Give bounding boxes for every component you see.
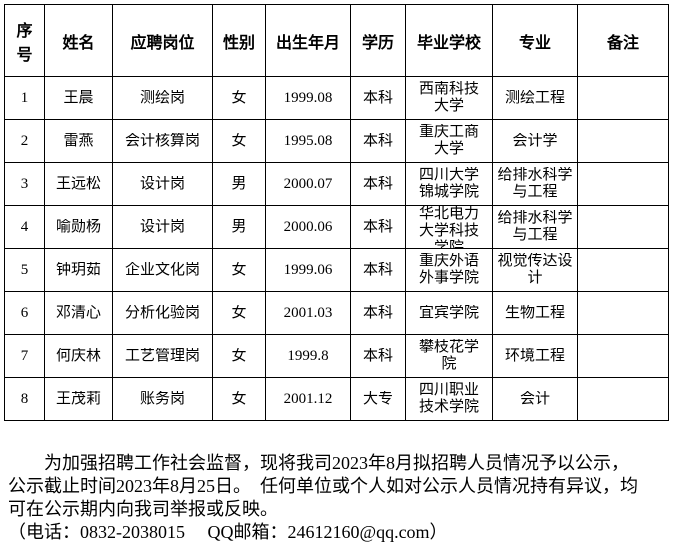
table-cell: 华北电力大学科技学院 — [405, 205, 493, 249]
table-cell: 钟玥茹 — [44, 248, 113, 292]
table-cell: 给排水科学与工程 — [492, 205, 578, 249]
table-cell: 何庆林 — [44, 334, 113, 378]
table-cell: 2 — [4, 119, 45, 163]
table-cell — [577, 377, 669, 421]
table-cell: 四川职业技术学院 — [405, 377, 493, 421]
table-cell — [577, 248, 669, 292]
table-cell: 1 — [4, 76, 45, 120]
table-cell: 测绘工程 — [492, 76, 578, 120]
column-header-school: 毕业学校 — [405, 4, 493, 77]
table-cell: 邓清心 — [44, 291, 113, 335]
table-cell: 本科 — [350, 334, 406, 378]
table-cell: 2000.07 — [265, 162, 351, 206]
notice-line: 可在公示期内向我司举报或反映。 — [8, 499, 278, 519]
table-cell: 重庆工商大学 — [405, 119, 493, 163]
table-cell: 女 — [212, 334, 266, 378]
table-row: 1 王晨 测绘岗 女 1999.08 本科 西南科技大学 测绘工程 — [4, 76, 669, 120]
table-cell: 女 — [212, 76, 266, 120]
table-cell: 分析化验岗 — [112, 291, 213, 335]
table-row: 8 王茂莉 账务岗 女 2001.12 大专 四川职业技术学院 会计 — [4, 377, 669, 421]
table-row: 6 邓清心 分析化验岗 女 2001.03 本科 宜宾学院 生物工程 — [4, 291, 669, 335]
table-cell: 王晨 — [44, 76, 113, 120]
table-cell: 账务岗 — [112, 377, 213, 421]
table-cell: 工艺管理岗 — [112, 334, 213, 378]
table-cell: 8 — [4, 377, 45, 421]
table-row: 2 雷燕 会计核算岗 女 1995.08 本科 重庆工商大学 会计学 — [4, 119, 669, 163]
table-cell: 2001.12 — [265, 377, 351, 421]
table-cell: 宜宾学院 — [405, 291, 493, 335]
table-cell: 会计学 — [492, 119, 578, 163]
notice-line: 公示截止时间2023年8月25日。 任何单位或个人如对公示人员情况持有异议，均 — [8, 476, 638, 496]
table-cell: 4 — [4, 205, 45, 249]
table-cell: 环境工程 — [492, 334, 578, 378]
table-cell — [577, 334, 669, 378]
table-cell — [577, 291, 669, 335]
column-header-position: 应聘岗位 — [112, 4, 213, 77]
table-cell: 本科 — [350, 248, 406, 292]
table-row: 5 钟玥茹 企业文化岗 女 1999.06 本科 重庆外语外事学院 视觉传达设计 — [4, 248, 669, 292]
table-cell — [577, 119, 669, 163]
table-cell: 男 — [212, 205, 266, 249]
table-cell: 女 — [212, 377, 266, 421]
table-cell: 1999.08 — [265, 76, 351, 120]
publicity-notice-text: 为加强招聘工作社会监督，现将我司2023年8月拟招聘人员情况予以公示， 公示截止… — [8, 452, 665, 544]
table-cell: 1995.08 — [265, 119, 351, 163]
table-cell: 女 — [212, 119, 266, 163]
contact-info: （电话：0832-2038015 QQ邮箱：24612160@qq.com） — [8, 522, 448, 542]
table-cell: 6 — [4, 291, 45, 335]
table-cell: 企业文化岗 — [112, 248, 213, 292]
table-cell: 5 — [4, 248, 45, 292]
table-cell: 女 — [212, 291, 266, 335]
table-cell: 本科 — [350, 205, 406, 249]
table-cell: 1999.06 — [265, 248, 351, 292]
table-cell: 本科 — [350, 119, 406, 163]
table-cell: 会计 — [492, 377, 578, 421]
column-header-birth-date: 出生年月 — [265, 4, 351, 77]
table-cell: 会计核算岗 — [112, 119, 213, 163]
table-cell: 王远松 — [44, 162, 113, 206]
notice-line: 为加强招聘工作社会监督，现将我司2023年8月拟招聘人员情况予以公示， — [44, 453, 629, 473]
table-row: 3 王远松 设计岗 男 2000.07 本科 四川大学锦城学院 给排水科学与工程 — [4, 162, 669, 206]
table-cell: 西南科技大学 — [405, 76, 493, 120]
column-header-major: 专业 — [492, 4, 578, 77]
table-cell: 王茂莉 — [44, 377, 113, 421]
table-cell: 本科 — [350, 291, 406, 335]
table-cell: 男 — [212, 162, 266, 206]
table-cell: 攀枝花学院 — [405, 334, 493, 378]
table-cell: 2000.06 — [265, 205, 351, 249]
table-cell: 生物工程 — [492, 291, 578, 335]
table-cell: 设计岗 — [112, 205, 213, 249]
table-cell: 2001.03 — [265, 291, 351, 335]
table-cell: 女 — [212, 248, 266, 292]
table-cell: 视觉传达设计 — [492, 248, 578, 292]
table-cell: 1999.8 — [265, 334, 351, 378]
candidates-table: 序号 姓名 应聘岗位 性别 出生年月 学历 毕业学校 专业 备注 1 王晨 测绘… — [4, 4, 669, 421]
table-cell: 四川大学锦城学院 — [405, 162, 493, 206]
table-cell: 喻勋杨 — [44, 205, 113, 249]
table-cell: 给排水科学与工程 — [492, 162, 578, 206]
table-cell: 3 — [4, 162, 45, 206]
table-cell — [577, 76, 669, 120]
table-row: 4 喻勋杨 设计岗 男 2000.06 本科 华北电力大学科技学院 给排水科学与… — [4, 205, 669, 249]
table-cell: 7 — [4, 334, 45, 378]
table-cell — [577, 162, 669, 206]
table-cell: 本科 — [350, 76, 406, 120]
table-cell: 本科 — [350, 162, 406, 206]
table-cell: 重庆外语外事学院 — [405, 248, 493, 292]
table-row: 7 何庆林 工艺管理岗 女 1999.8 本科 攀枝花学院 环境工程 — [4, 334, 669, 378]
table-cell: 大专 — [350, 377, 406, 421]
column-header-index: 序号 — [4, 4, 45, 77]
table-cell: 设计岗 — [112, 162, 213, 206]
column-header-remarks: 备注 — [577, 4, 669, 77]
table-cell: 雷燕 — [44, 119, 113, 163]
column-header-name: 姓名 — [44, 4, 113, 77]
table-header-row: 序号 姓名 应聘岗位 性别 出生年月 学历 毕业学校 专业 备注 — [4, 4, 669, 77]
table-cell — [577, 205, 669, 249]
column-header-gender: 性别 — [212, 4, 266, 77]
column-header-education: 学历 — [350, 4, 406, 77]
table-cell: 测绘岗 — [112, 76, 213, 120]
